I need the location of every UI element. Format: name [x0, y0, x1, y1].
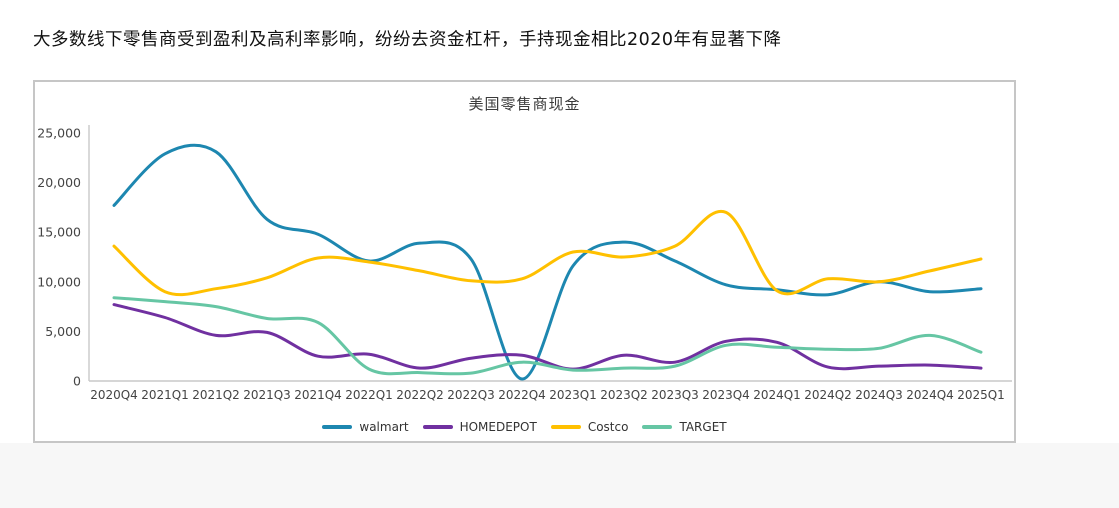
x-axis-tick-label: 2022Q1	[345, 388, 393, 402]
legend-swatch-walmart	[322, 425, 353, 429]
legend-label-target: TARGET	[679, 420, 727, 434]
x-axis-tick-label: 2020Q4	[90, 388, 138, 402]
x-axis-tick-label: 2025Q1	[957, 388, 1005, 402]
legend-item-homedepot: HOMEDEPOT	[422, 420, 537, 434]
page-background-strip	[0, 443, 1119, 508]
legend-item-walmart: walmart	[322, 420, 409, 434]
x-axis-tick-label: 2024Q2	[804, 388, 852, 402]
chart-panel: 美国零售商现金 0 5,000 10,000 15,000 20,000 25,000 20…	[33, 80, 1016, 443]
legend-label-costco: Costco	[587, 420, 629, 434]
x-axis-tick-label: 2022Q3	[447, 388, 495, 402]
x-axis-tick-label: 2023Q1	[549, 388, 597, 402]
legend-label-walmart: walmart	[359, 420, 409, 434]
y-axis-tick-label: 5,000	[45, 324, 81, 339]
x-axis-tick-label: 2023Q3	[651, 388, 699, 402]
series-line-homedepot	[112, 303, 983, 371]
x-axis-tick-label: 2023Q2	[600, 388, 648, 402]
x-axis-tick-label: 2021Q2	[192, 388, 240, 402]
x-axis-tick-label: 2024Q1	[753, 388, 801, 402]
page-headline: 大多数线下零售商受到盈利及高利率影响，纷纷去资金杠杆，手持现金相比2020年有显…	[33, 30, 782, 50]
x-axis-tick-label: 2022Q4	[498, 388, 546, 402]
x-axis-tick-label: 2021Q1	[141, 388, 189, 402]
legend-label-homedepot: HOMEDEPOT	[459, 420, 537, 434]
y-axis-tick-label: 20,000	[37, 175, 81, 190]
series-line-target	[112, 296, 983, 376]
legend-swatch-target	[642, 425, 673, 429]
legend-swatch-homedepot	[422, 425, 453, 429]
series-line-walmart	[112, 143, 983, 381]
y-axis-tick-label: 10,000	[37, 274, 81, 289]
x-axis-tick-label: 2024Q3	[855, 388, 903, 402]
y-axis-tick-label: 25,000	[37, 126, 81, 141]
chart-title: 美国零售商现金	[468, 95, 581, 113]
chart-legend: walmart HOMEDEPOT Costco TARGET	[35, 420, 1014, 434]
legend-swatch-costco	[550, 425, 581, 429]
series-line-costco	[112, 209, 983, 297]
x-axis-tick-label: 2024Q4	[906, 388, 954, 402]
y-axis-tick-label: 0	[73, 374, 81, 389]
x-axis-tick-label: 2021Q4	[294, 388, 342, 402]
x-axis-tick-label: 2023Q4	[702, 388, 750, 402]
x-axis-tick-label: 2022Q2	[396, 388, 444, 402]
legend-item-costco: Costco	[550, 420, 629, 434]
x-axis-tick-label: 2021Q3	[243, 388, 291, 402]
y-axis-tick-label: 15,000	[37, 225, 81, 240]
legend-item-target: TARGET	[642, 420, 727, 434]
